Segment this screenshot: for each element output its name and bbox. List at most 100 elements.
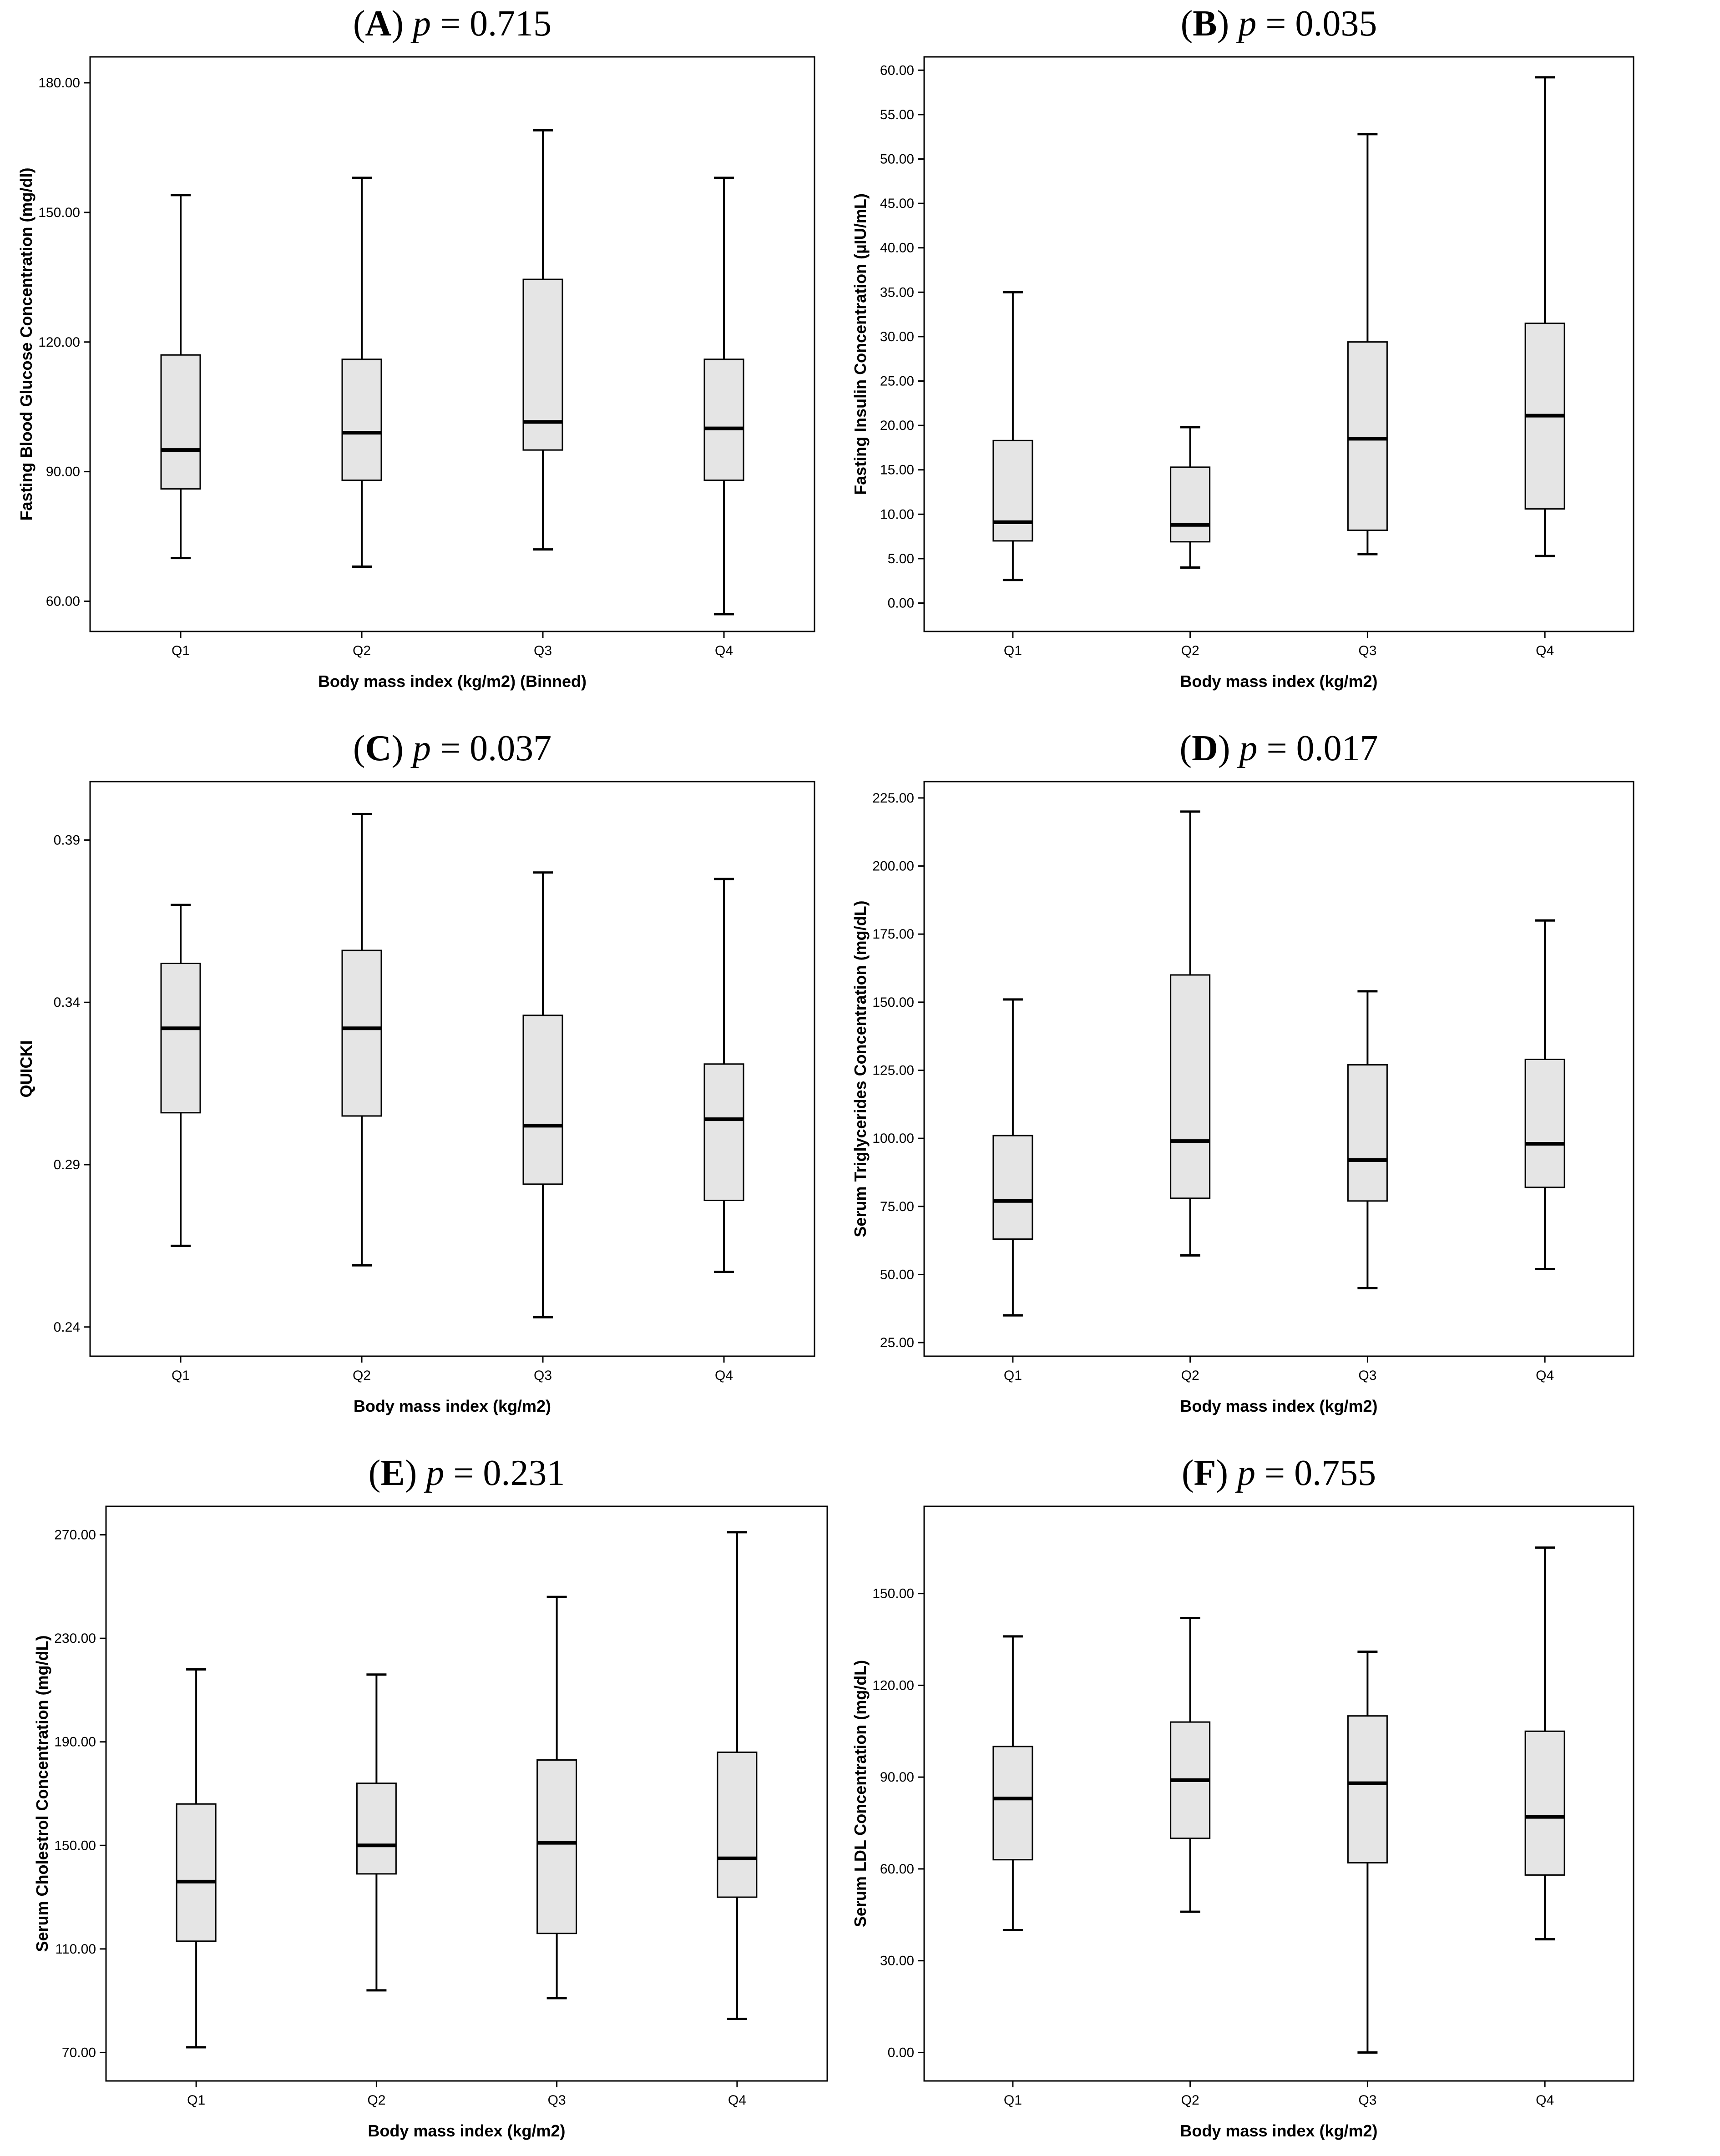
y-tick-label: 270.00 <box>54 1528 96 1543</box>
box-q4 <box>703 177 744 616</box>
iqr-box <box>356 1782 397 1875</box>
panel-c: (C) p = 0.037 0.24 0.29 0.34 0.39 Q1 Q2 Q3 Q4 Bod… <box>17 728 815 1415</box>
box-q3 <box>522 871 563 1318</box>
y-tick-label: 120.00 <box>38 335 80 350</box>
y-tick-label: 125.00 <box>872 1063 914 1078</box>
y-tick-label: 70.00 <box>62 2045 96 2060</box>
title-p-symbol: p <box>424 1453 444 1493</box>
x-tick-label: Q1 <box>172 1368 190 1383</box>
box-q2 <box>356 1673 397 1992</box>
x-tick-label: Q4 <box>715 1368 733 1383</box>
title-title-prefix: ( <box>369 1453 381 1493</box>
y-tick-label: 110.00 <box>55 1942 96 1957</box>
y-tick-label: 150.00 <box>872 1586 914 1601</box>
iqr-box <box>522 278 563 451</box>
y-tick-label: 10.00 <box>880 507 914 522</box>
title-p-text: = 0.231 <box>444 1453 565 1493</box>
x-tick-label: Q2 <box>353 1368 371 1383</box>
title-space <box>1230 728 1239 768</box>
x-tick-label: Q4 <box>728 2093 746 2108</box>
title-panel-letter: B <box>1193 4 1217 44</box>
title-title-prefix: ( <box>1181 4 1193 44</box>
title-title-suffix: ) <box>405 1453 417 1493</box>
box-q4 <box>703 878 744 1273</box>
iqr-box <box>536 1759 577 1934</box>
box-q4 <box>717 1531 758 2020</box>
iqr-box <box>1170 466 1211 543</box>
iqr-box <box>1170 974 1211 1199</box>
iqr-box <box>703 1063 744 1201</box>
iqr-box <box>1524 1059 1565 1188</box>
title-p-symbol: p <box>1237 728 1257 768</box>
title-space <box>1228 1453 1237 1493</box>
x-tick-label: Q2 <box>1181 1368 1199 1383</box>
iqr-box <box>522 1015 563 1185</box>
title-panel-letter: F <box>1194 1453 1216 1493</box>
box-q2 <box>1170 426 1211 569</box>
iqr-box <box>160 963 201 1114</box>
title-title-prefix: ( <box>1179 728 1192 768</box>
x-axis-label: Body mass index (kg/m2) (Binned) <box>318 672 587 691</box>
panel-title: (F) p = 0.755 <box>1182 1453 1376 1493</box>
iqr-box <box>341 949 382 1117</box>
box-q1 <box>992 1635 1033 1931</box>
x-tick-label: Q2 <box>1181 643 1199 658</box>
title-p-text: = 0.715 <box>431 4 551 44</box>
panel-title: (E) p = 0.231 <box>369 1453 565 1493</box>
title-p-text: = 0.755 <box>1255 1453 1376 1493</box>
x-tick-label: Q3 <box>1358 2093 1376 2108</box>
box-q4 <box>1524 76 1565 557</box>
y-tick-label: 0.00 <box>888 596 914 611</box>
panel-title: (B) p = 0.035 <box>1181 4 1377 44</box>
x-tick-label: Q4 <box>1536 1368 1554 1383</box>
title-p-text: = 0.035 <box>1256 4 1377 44</box>
panel-a: (A) p = 0.715 60.00 90.00 120.00 150.00 180.0… <box>17 4 815 691</box>
plot-frame <box>89 781 815 1357</box>
y-tick-label: 25.00 <box>880 374 914 389</box>
y-tick-label: 30.00 <box>880 329 914 344</box>
iqr-box <box>992 439 1033 542</box>
iqr-box <box>1347 1064 1388 1202</box>
box-q3 <box>522 129 563 551</box>
iqr-box <box>703 358 744 481</box>
x-tick-label: Q3 <box>534 1368 552 1383</box>
y-tick-label: 30.00 <box>880 1954 914 1969</box>
iqr-box <box>176 1803 217 1942</box>
x-tick-label: Q1 <box>1004 643 1022 658</box>
box-q3 <box>1347 133 1388 555</box>
title-space <box>404 728 413 768</box>
y-tick-label: 225.00 <box>872 791 914 806</box>
title-title-suffix: ) <box>1218 728 1230 768</box>
title-panel-letter: C <box>365 728 392 768</box>
y-tick-label: 35.00 <box>880 285 914 300</box>
iqr-box <box>1524 1730 1565 1876</box>
title-p-symbol: p <box>410 4 431 44</box>
x-tick-label: Q3 <box>1358 1368 1376 1383</box>
x-tick-label: Q1 <box>1004 2093 1022 2108</box>
box-q2 <box>1170 1616 1211 1913</box>
y-tick-label: 0.00 <box>888 2045 914 2060</box>
y-tick-label: 0.34 <box>54 995 80 1010</box>
y-tick-label: 75.00 <box>880 1199 914 1214</box>
panel-title: (C) p = 0.037 <box>353 728 551 768</box>
plot-frame <box>89 56 815 632</box>
y-tick-label: 0.29 <box>54 1157 80 1172</box>
title-p-symbol: p <box>1235 1453 1255 1493</box>
y-tick-label: 60.00 <box>880 63 914 78</box>
y-tick-label: 50.00 <box>880 1267 914 1282</box>
box-q1 <box>176 1668 217 2049</box>
y-tick-label: 90.00 <box>46 465 80 480</box>
panel-b: (B) p = 0.035 0.00 5.00 10.00 15.00 20.00 25.0… <box>851 4 1634 691</box>
plot-frame <box>923 781 1634 1357</box>
iqr-box <box>1347 1715 1388 1863</box>
title-title-suffix: ) <box>391 728 404 768</box>
x-axis-label: Body mass index (kg/m2) <box>1180 1397 1377 1415</box>
title-p-text: = 0.017 <box>1257 728 1378 768</box>
x-tick-label: Q3 <box>1358 643 1376 658</box>
y-tick-label: 5.00 <box>888 551 914 566</box>
x-tick-label: Q3 <box>548 2093 566 2108</box>
box-q3 <box>1347 1650 1388 2054</box>
y-tick-label: 0.24 <box>54 1320 80 1335</box>
title-panel-letter: A <box>365 4 392 44</box>
